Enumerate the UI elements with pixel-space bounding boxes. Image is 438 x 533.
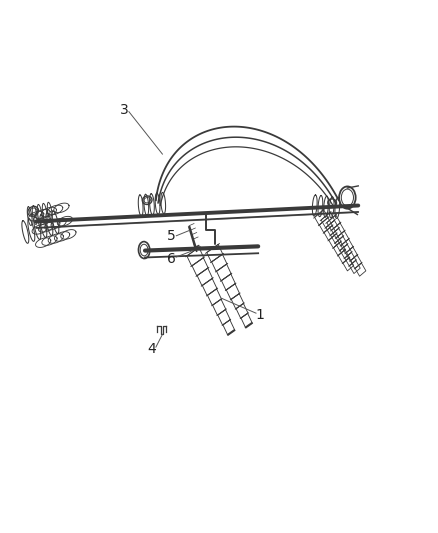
Text: 6: 6 bbox=[167, 252, 176, 265]
Text: 4: 4 bbox=[147, 342, 156, 356]
Text: 1: 1 bbox=[255, 308, 265, 322]
Text: 5: 5 bbox=[167, 229, 176, 243]
Text: 3: 3 bbox=[120, 102, 128, 117]
